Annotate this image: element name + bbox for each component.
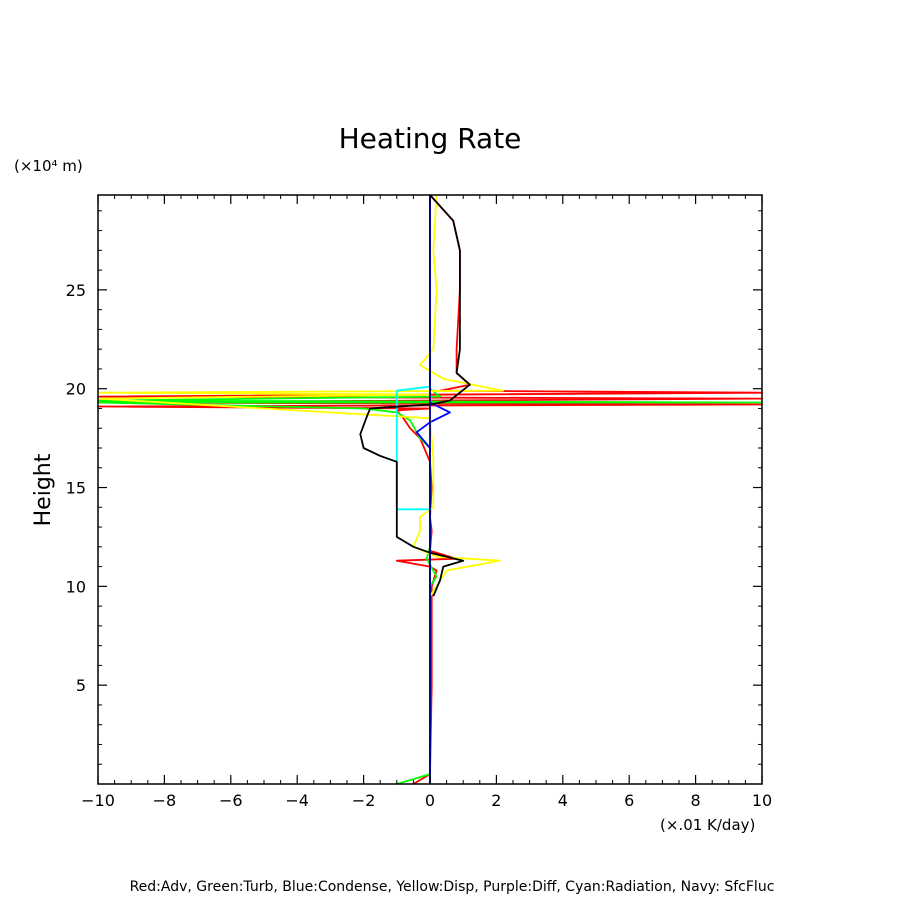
x-tick-label: −8 xyxy=(153,791,177,810)
series-line-5 xyxy=(359,194,471,597)
series-line-3 xyxy=(97,194,504,597)
x-tick-label: 8 xyxy=(691,791,701,810)
x-axis-unit: (×.01 K/day) xyxy=(660,816,755,834)
y-tick-label: 20 xyxy=(66,380,86,399)
plot-frame xyxy=(97,194,763,785)
y-tick-label: 15 xyxy=(66,479,86,498)
x-tick-label: −6 xyxy=(219,791,243,810)
x-tick-label: 2 xyxy=(491,791,501,810)
y-tick-label: 10 xyxy=(66,577,86,596)
x-tick-label: −4 xyxy=(285,791,309,810)
y-axis-unit: (×10⁴ m) xyxy=(14,157,83,175)
y-axis-label: Height xyxy=(31,453,56,526)
series-line-4 xyxy=(395,385,431,511)
x-tick-label: −2 xyxy=(352,791,376,810)
x-tick-label: −10 xyxy=(81,791,115,810)
chart-title: Heating Rate xyxy=(339,122,522,155)
x-tick-label: 10 xyxy=(752,791,772,810)
tick-layer: −10 −8 −6 −4 −2 0 2 4 6 8 10 5 10 15 20 25 xyxy=(66,195,772,810)
legend-text: Red:Adv, Green:Turb, Blue:Condense, Yell… xyxy=(130,879,775,895)
x-tick-label: 4 xyxy=(558,791,568,810)
y-tick-label: 25 xyxy=(66,281,86,300)
x-tick-label: 6 xyxy=(624,791,634,810)
x-tick-label: 0 xyxy=(425,791,435,810)
series-layer xyxy=(97,194,763,785)
y-tick-label: 5 xyxy=(76,676,86,695)
